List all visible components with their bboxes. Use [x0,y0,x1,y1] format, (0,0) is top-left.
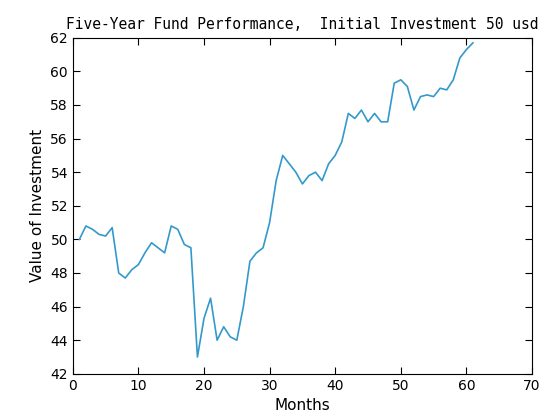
Title: Five-Year Fund Performance,  Initial Investment 50 usd: Five-Year Fund Performance, Initial Inve… [66,18,539,32]
Y-axis label: Value of Investment: Value of Investment [30,129,45,282]
X-axis label: Months: Months [274,398,330,413]
